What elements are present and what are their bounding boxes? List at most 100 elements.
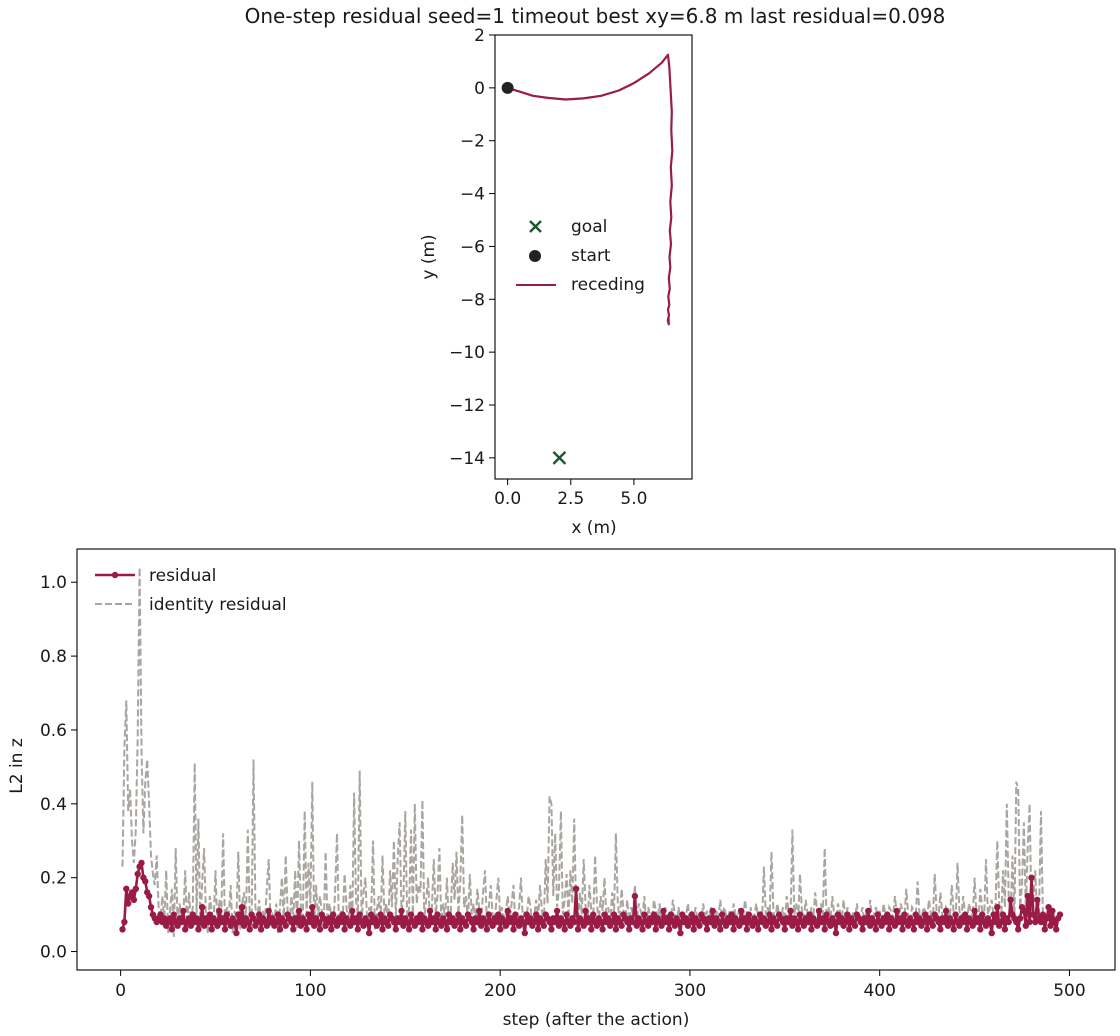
- residual-point: [453, 918, 460, 926]
- start-marker: [501, 81, 514, 94]
- trajectory-x-tick-label: 0.0: [494, 489, 521, 509]
- legend-start-marker-icon: [529, 250, 541, 262]
- residual-legend: residual identity residual: [95, 566, 287, 615]
- residual-point: [295, 907, 303, 915]
- residual-point: [559, 918, 566, 926]
- legend-goal-marker-icon: [529, 220, 542, 233]
- residual-point: [1030, 911, 1037, 918]
- residual-point: [908, 918, 916, 926]
- residual-point: [979, 911, 986, 918]
- legend-residual-marker-icon: [111, 571, 119, 579]
- residual-point: [997, 918, 1005, 926]
- residual-point: [147, 904, 155, 911]
- residual-point: [686, 918, 694, 926]
- residual-point: [341, 926, 348, 933]
- residual-point: [379, 926, 386, 933]
- residual-x-tick-label: 400: [863, 981, 895, 1001]
- residual-y-tick-label: 1.0: [40, 573, 67, 593]
- legend-goal-label: goal: [571, 217, 607, 237]
- residual-y-ticks: 0.0 0.2 0.4 0.6 0.8 1.0: [40, 573, 77, 963]
- residual-point: [901, 911, 908, 918]
- residual-point: [631, 892, 639, 900]
- residual-point: [815, 907, 823, 915]
- trajectory-lines: [507, 53, 674, 326]
- residual-point: [231, 918, 238, 926]
- residual-point: [221, 926, 229, 933]
- trajectory-legend: goal start receding: [516, 217, 645, 295]
- residual-point: [690, 926, 697, 933]
- residual-point: [121, 918, 128, 926]
- residual-point: [301, 918, 308, 926]
- residual-point: [125, 900, 132, 907]
- trajectory-y-tick-label: −4: [460, 185, 485, 205]
- residual-point: [553, 907, 561, 915]
- residual-point: [929, 922, 936, 929]
- residual-point: [764, 918, 771, 926]
- residual-point: [703, 926, 711, 933]
- trajectory-y-ticks: 2 0 −2 −4 −6 −8 −10 −12 −14: [449, 26, 495, 469]
- residual-point: [314, 918, 322, 926]
- residual-point: [485, 911, 492, 918]
- trajectory-y-tick-label: 2: [474, 26, 485, 46]
- residual-point: [882, 918, 889, 926]
- residual-point: [1056, 911, 1064, 918]
- residual-point: [804, 918, 811, 926]
- residual-point: [1005, 918, 1012, 926]
- residual-point: [561, 926, 568, 933]
- residual-point: [893, 907, 900, 915]
- residual-point: [1034, 896, 1041, 903]
- residual-point: [235, 911, 242, 918]
- series-line-identity-residual: [121, 567, 1046, 937]
- residual-point: [548, 926, 555, 933]
- residual-point: [238, 904, 246, 911]
- residual-point: [398, 907, 405, 915]
- residual-x-axis-label: step (after the action): [503, 1010, 690, 1030]
- residual-chart: 0 100 200 300 400 500 0.0 0.2 0.4 0.6 0.8 1.0 step…: [7, 548, 1116, 1030]
- residual-point: [282, 922, 289, 929]
- residual-point: [667, 911, 675, 918]
- residual-point: [138, 859, 145, 867]
- residual-point: [510, 926, 517, 933]
- residual-point: [726, 918, 733, 926]
- legend-residual-label: residual: [149, 566, 216, 586]
- residual-point: [364, 918, 371, 926]
- residual-point: [874, 911, 881, 918]
- residual-point: [407, 911, 415, 918]
- residual-x-tick-label: 500: [1053, 981, 1085, 1001]
- residual-point: [1053, 926, 1060, 933]
- trajectory-y-tick-label: −12: [449, 396, 485, 416]
- legend-identity-label: identity residual: [149, 595, 287, 615]
- residual-point: [204, 918, 212, 926]
- residual-point: [521, 929, 528, 937]
- residual-x-tick-label: 200: [484, 981, 516, 1001]
- residual-point: [793, 918, 800, 926]
- residual-y-tick-label: 0.4: [40, 795, 67, 815]
- residual-point: [244, 918, 251, 926]
- residual-point: [808, 926, 815, 933]
- residual-point: [563, 911, 570, 918]
- residual-point: [696, 922, 703, 929]
- series-line-receding: [507, 53, 674, 326]
- residual-point: [432, 926, 439, 933]
- residual-point: [1037, 918, 1045, 926]
- residual-point: [846, 926, 853, 933]
- residual-point: [971, 907, 978, 915]
- residual-point: [178, 918, 185, 926]
- residual-point: [637, 918, 644, 926]
- residual-point: [265, 907, 272, 915]
- residual-point: [652, 926, 659, 933]
- residual-point: [590, 911, 597, 918]
- residual-point: [639, 926, 646, 933]
- residual-point: [330, 911, 337, 918]
- residual-point: [290, 926, 297, 933]
- residual-point: [534, 926, 542, 933]
- residual-lines: [119, 567, 1064, 937]
- residual-point: [1049, 907, 1056, 915]
- residual-point: [483, 926, 491, 933]
- residual-point: [457, 926, 464, 933]
- residual-point: [842, 918, 849, 926]
- residual-point: [937, 926, 944, 933]
- legend-receding-label: receding: [571, 275, 645, 295]
- residual-point: [851, 922, 859, 929]
- goal-marker: [552, 451, 567, 465]
